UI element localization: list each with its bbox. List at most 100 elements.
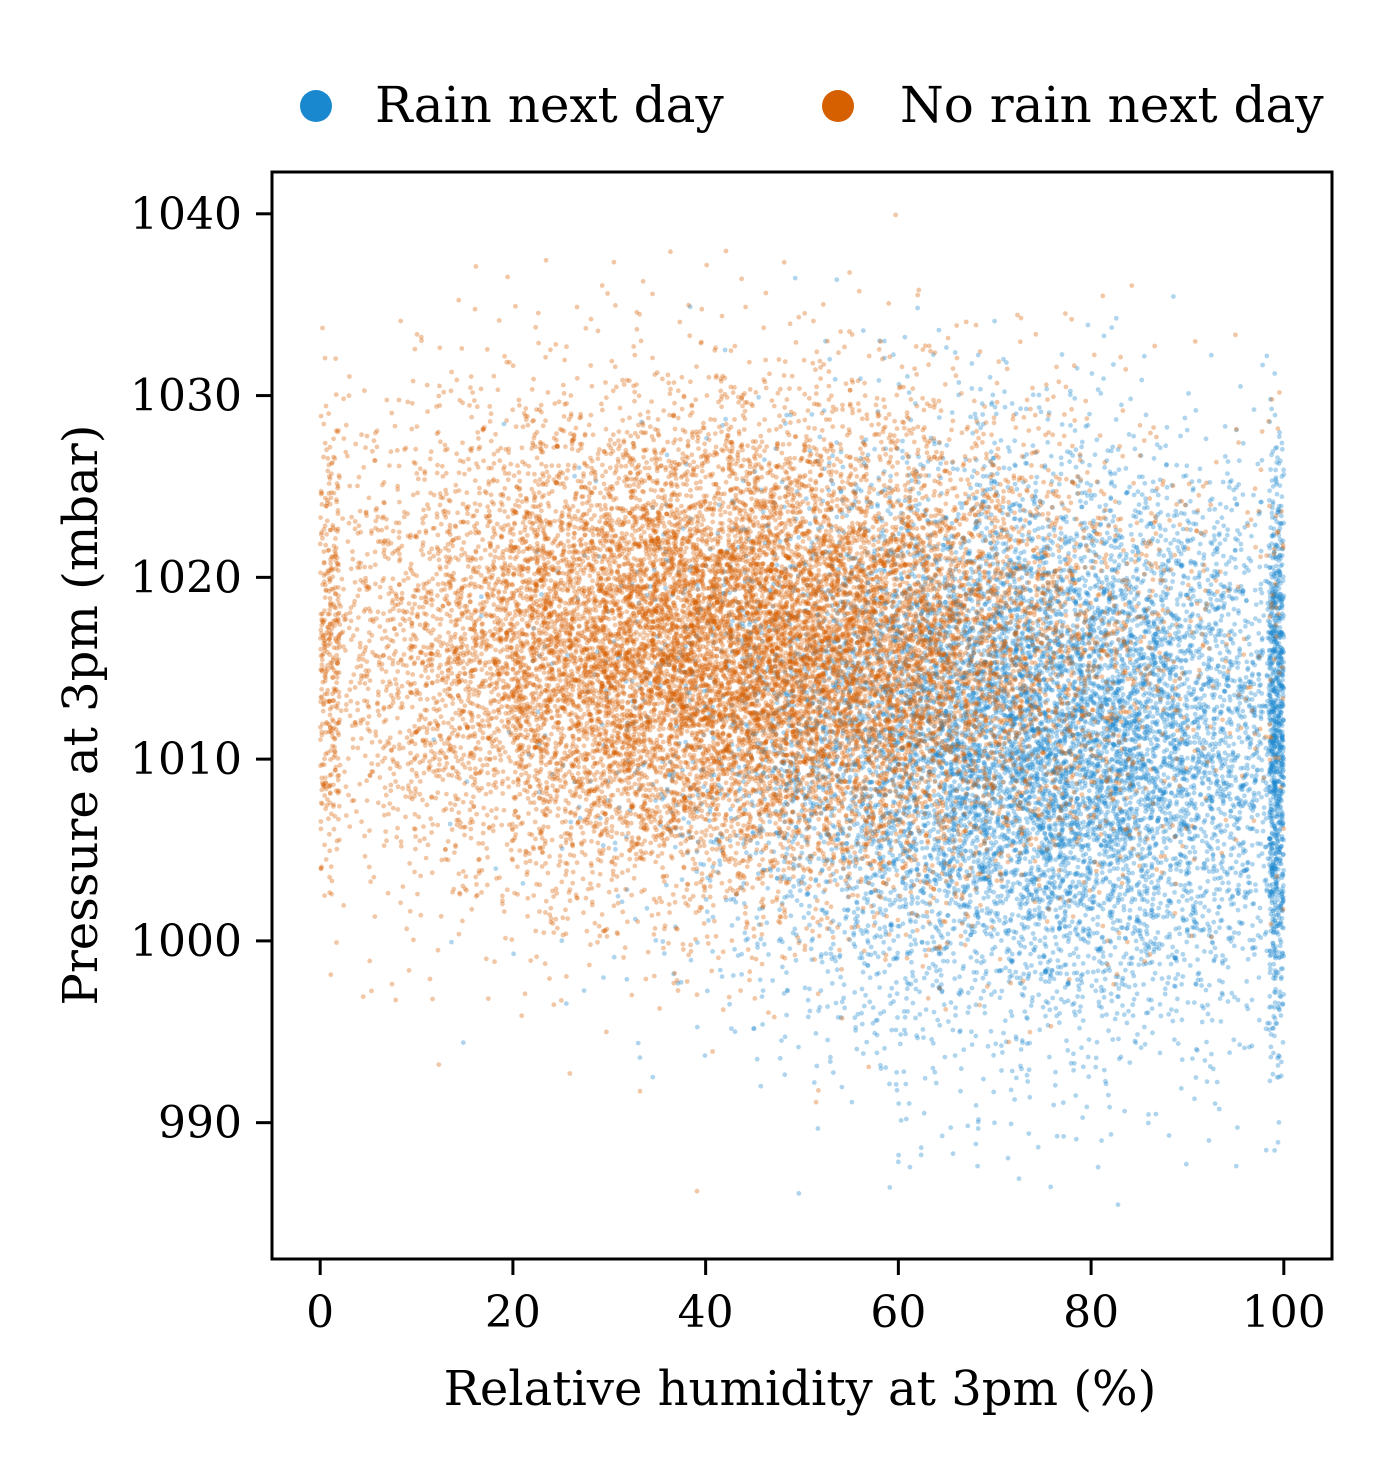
data-point [956,642,961,648]
data-point [1156,688,1162,694]
data-point [1050,729,1055,735]
data-point [1131,860,1137,866]
data-point [1032,501,1037,507]
data-point [962,467,967,473]
data-point [1116,935,1122,941]
data-point [931,1009,937,1015]
data-point [863,992,868,998]
data-point [939,765,945,771]
data-point [1274,519,1280,525]
data-point [1016,913,1021,918]
data-point [1027,1094,1033,1100]
data-point [895,1015,900,1020]
data-point [1255,812,1260,818]
data-point [1212,506,1218,512]
data-point [1106,1028,1111,1034]
data-point [1079,504,1085,510]
data-point [1112,944,1118,950]
data-point [1036,954,1042,960]
data-point [1108,496,1114,502]
data-point [1130,1013,1136,1019]
data-point [1070,740,1075,745]
data-point [1136,502,1142,507]
data-point [760,638,765,644]
data-point [783,799,789,805]
data-point [1125,617,1131,622]
data-point [939,723,945,729]
data-point [916,490,922,496]
data-point [960,787,965,792]
data-point [1179,665,1185,671]
data-point [1080,1018,1086,1023]
data-point [1175,793,1181,798]
data-point [952,1053,958,1058]
data-point [779,1038,784,1043]
data-point [1051,1102,1057,1108]
data-point [1229,758,1234,763]
data-point [1252,692,1258,698]
data-point [975,743,981,749]
data-point [1153,935,1158,941]
legend-marker-rain [300,90,332,122]
data-point [1228,808,1233,814]
data-point [1231,943,1237,949]
data-point [829,981,835,986]
data-point [1139,646,1145,652]
data-point [757,977,763,983]
data-point [1260,819,1266,825]
data-point [745,936,751,942]
data-point [1028,951,1033,957]
data-point [942,1054,948,1060]
data-point [1127,1060,1133,1065]
data-point [827,356,833,362]
data-point [1032,907,1038,913]
data-point [886,867,892,872]
data-point [1176,899,1182,904]
data-point [1279,494,1285,500]
data-point [1009,1013,1015,1019]
data-point [913,941,919,947]
data-point [906,1101,912,1106]
data-point [1279,871,1285,877]
data-point [792,766,798,771]
data-point [969,1042,975,1047]
data-point [732,946,737,952]
data-point [1271,687,1277,693]
data-point [1200,913,1206,919]
data-point [952,976,958,982]
data-point [1054,989,1060,994]
data-point [1152,654,1158,660]
data-point [1170,944,1176,950]
data-point [1279,650,1284,655]
data-point [971,742,977,748]
data-point [834,967,840,973]
data-point [855,1011,861,1017]
data-point [943,812,949,817]
data-point [900,455,906,461]
data-point [1272,1000,1278,1006]
data-point [1175,1041,1181,1046]
data-point [1184,705,1190,711]
data-point [1192,1096,1197,1102]
data-point [1102,838,1108,844]
data-point [1205,1011,1211,1017]
data-point [997,995,1003,1001]
data-point [1249,997,1255,1003]
data-point [1225,648,1230,653]
data-point [981,988,987,994]
data-point [1150,479,1156,485]
data-point [1035,623,1041,628]
data-point [1095,763,1101,769]
data-point [946,1019,951,1024]
data-point [1262,931,1268,937]
data-point [924,873,929,879]
data-point [1103,1081,1109,1087]
data-point [1138,651,1143,657]
data-point [842,855,848,861]
data-point [1184,427,1190,433]
data-point [1106,804,1111,810]
data-point [1236,458,1242,464]
data-point [857,866,863,871]
data-point [840,464,846,470]
data-point [839,999,845,1005]
